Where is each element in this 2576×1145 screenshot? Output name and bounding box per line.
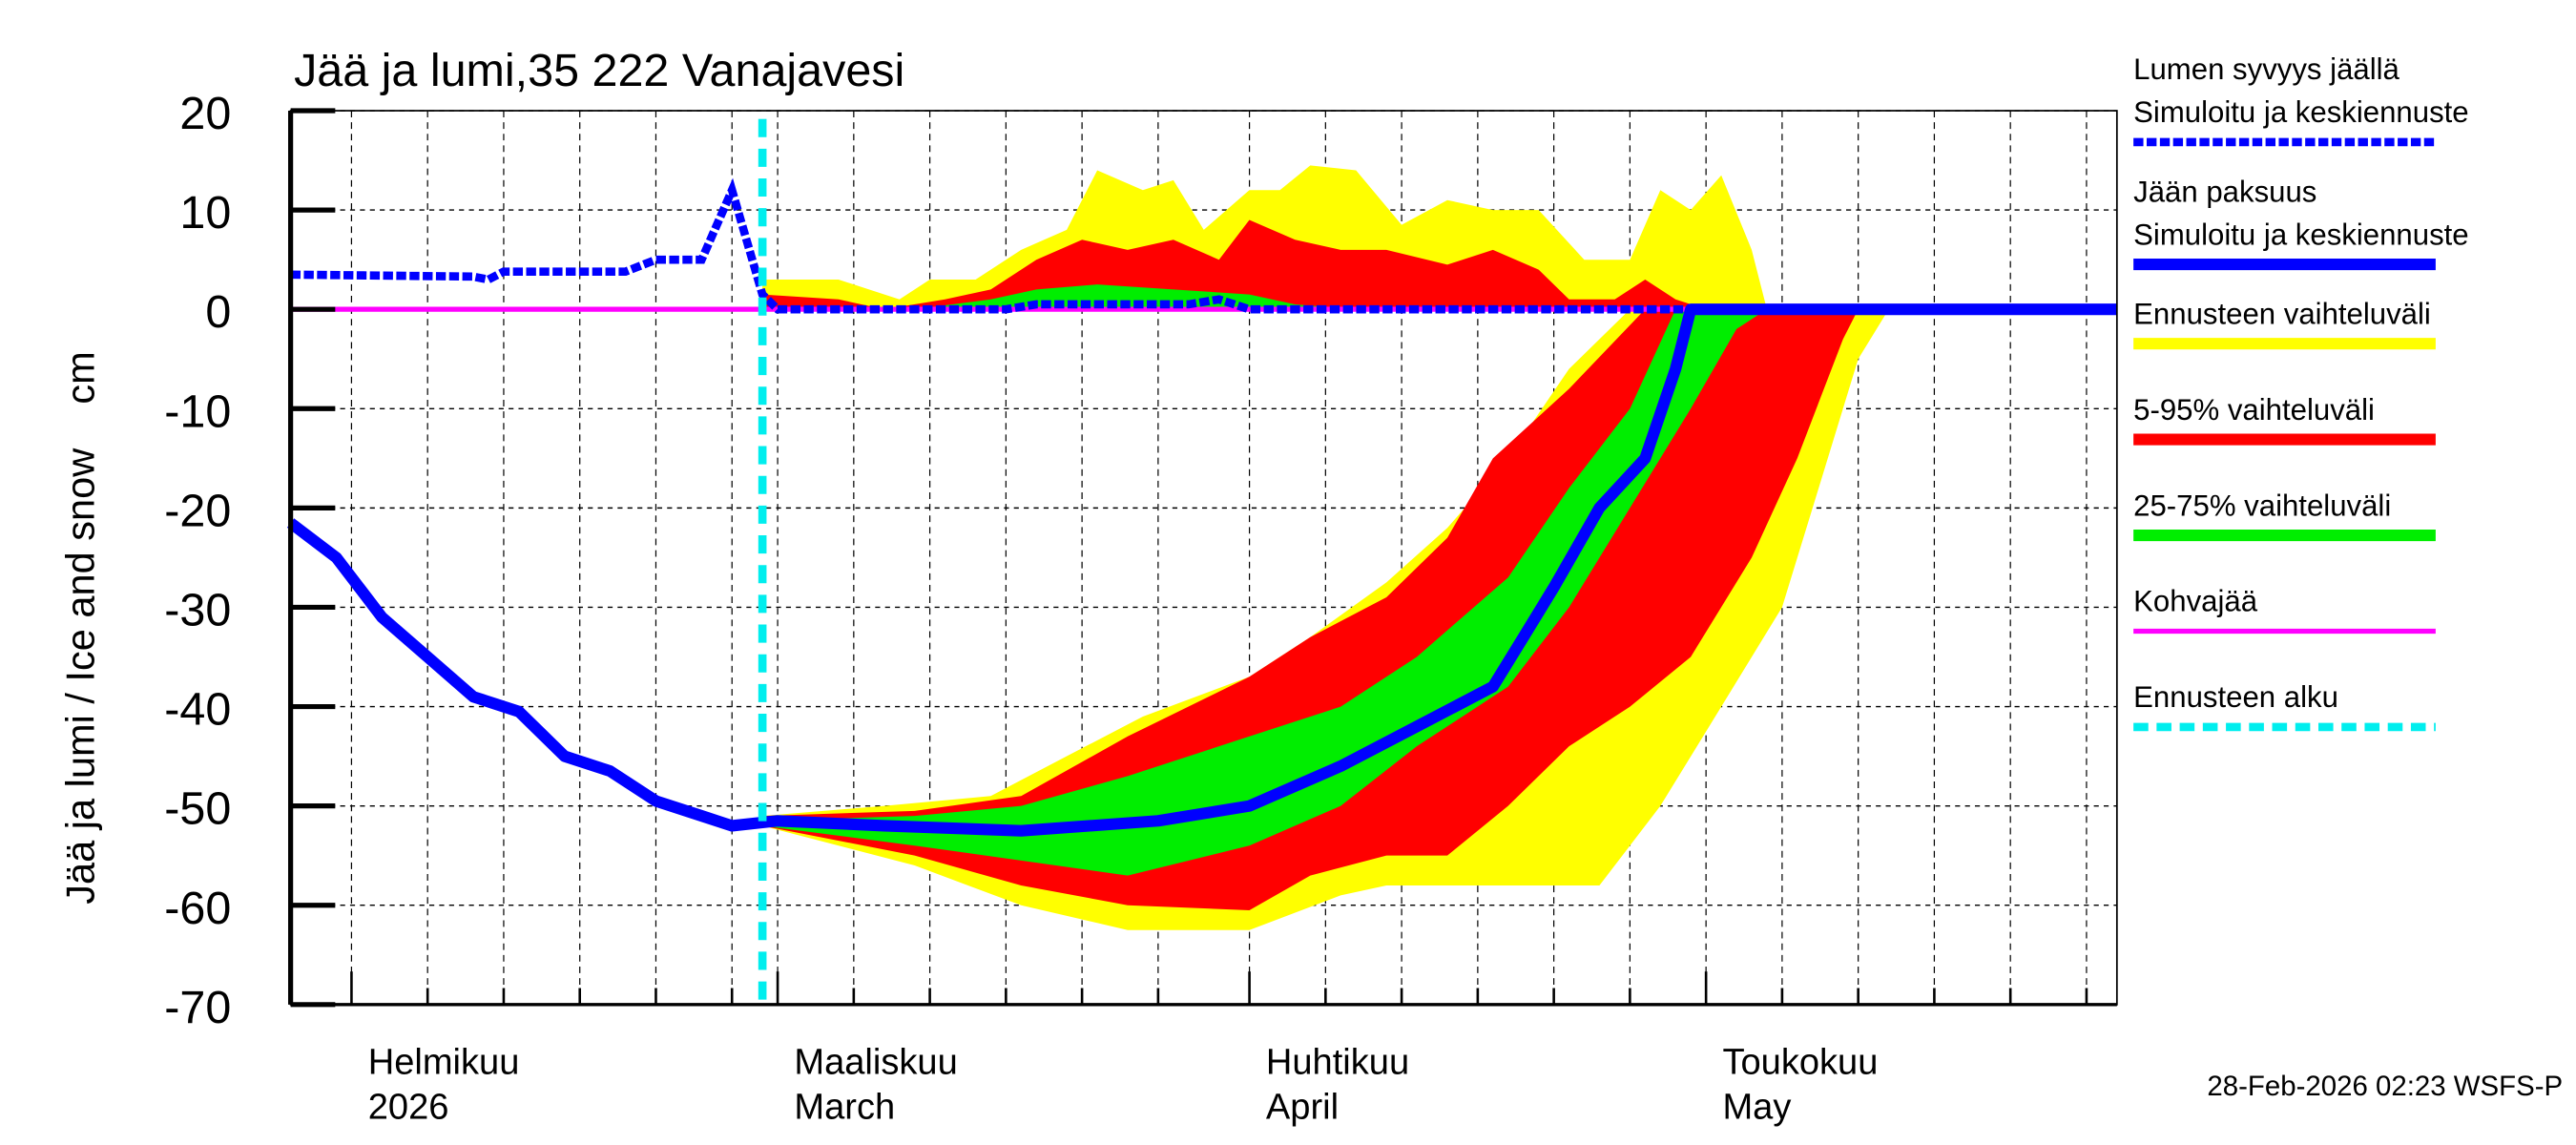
y-tick-label: 10: [179, 187, 231, 239]
bands: [762, 165, 1889, 930]
snow-band-5-95: [762, 219, 1707, 310]
legend: Lumen syvyys jäällä Simuloitu ja keskienn…: [2133, 52, 2469, 732]
x-tick-label: Helmikuu: [368, 1043, 520, 1083]
y-tick-label: 20: [179, 88, 231, 139]
y-tick-label: -20: [164, 485, 231, 536]
x-tick-label-secondary: May: [1722, 1087, 1791, 1127]
legend-label: Ennusteen alku: [2133, 680, 2338, 714]
y-tick-label: -50: [164, 783, 231, 835]
legend-label: 5-95% vaihteluväli: [2133, 393, 2375, 427]
chart-title: Jää ja lumi,35 222 Vanajavesi: [294, 45, 904, 96]
y-axis-label: Jää ja lumi / Ice and snow cm: [58, 351, 103, 905]
y-tick-label: -70: [164, 982, 231, 1033]
legend-label: Kohvajää: [2133, 585, 2258, 618]
legend-label: Ennusteen vaihteluväli: [2133, 297, 2431, 330]
legend-label: Lumen syvyys jäällä: [2133, 52, 2399, 86]
ice-thickness-line: [286, 303, 2117, 837]
ice-band-25-75: [762, 309, 1767, 876]
legend-label: Jään paksuus: [2133, 175, 2316, 208]
x-tick-label: Huhtikuu: [1266, 1043, 1409, 1083]
legend-label-secondary: Simuloitu ja keskiennuste: [2133, 218, 2468, 251]
y-tick-label: -30: [164, 584, 231, 635]
timestamp: 28-Feb-2026 02:23 WSFS-P: [2207, 1071, 2563, 1102]
snow-band-25-75: [914, 284, 1357, 310]
y-tick-label: 0: [205, 286, 231, 338]
x-tick-label-secondary: April: [1266, 1087, 1339, 1127]
y-tick-label: -40: [164, 684, 231, 736]
x-tick-label-secondary: March: [794, 1087, 895, 1127]
y-tick-label: -60: [164, 883, 231, 934]
ice-band-5-95: [762, 309, 1859, 910]
y-tick-label: -10: [164, 385, 231, 437]
x-tick-label: Toukokuu: [1722, 1043, 1878, 1083]
legend-label-secondary: Simuloitu ja keskiennuste: [2133, 95, 2468, 129]
x-tick-label: Maaliskuu: [794, 1043, 957, 1083]
legend-label: 25-75% vaihteluväli: [2133, 489, 2391, 522]
lines: [286, 118, 2117, 1005]
snow-depth-line: [290, 177, 2117, 314]
x-tick-label-secondary: 2026: [368, 1087, 449, 1127]
